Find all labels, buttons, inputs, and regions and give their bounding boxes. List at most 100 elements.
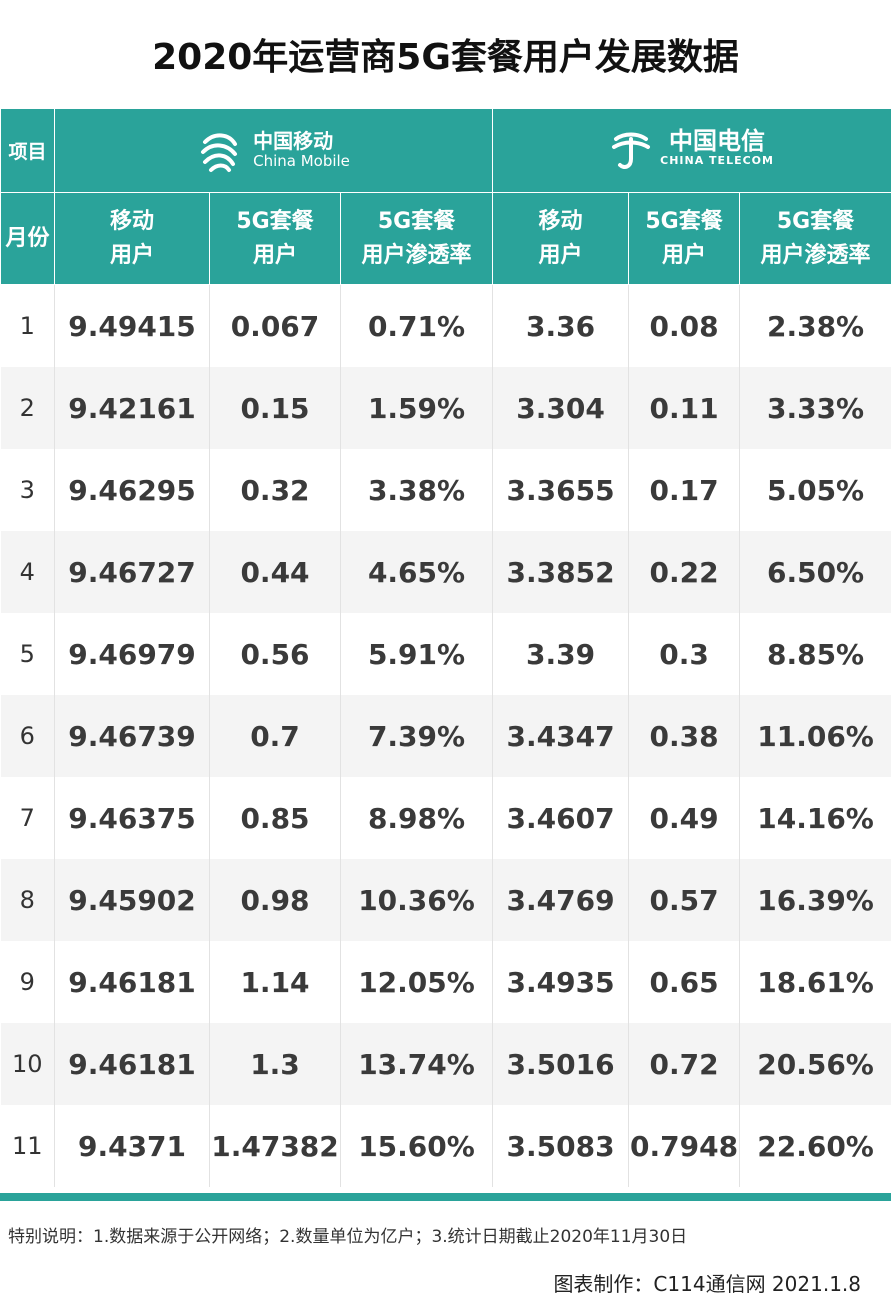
- value-cell: 1.3: [209, 1023, 341, 1105]
- value-cell: 0.44: [209, 531, 341, 613]
- bottom-divider: [0, 1193, 891, 1201]
- china-mobile-logo-icon: [201, 133, 238, 172]
- value-cell: 2.38%: [739, 284, 891, 367]
- value-cell: 0.3: [628, 613, 741, 695]
- value-cell: 4.65%: [340, 531, 494, 613]
- table-row: 5 9.46979 0.56 5.91% 3.39 0.3 8.85%: [0, 613, 891, 695]
- table-row: 4 9.46727 0.44 4.65% 3.3852 0.22 6.50%: [0, 531, 891, 613]
- china-mobile-en: China Mobile: [253, 151, 350, 170]
- value-cell: 7.39%: [340, 695, 494, 777]
- value-cell: 0.98: [209, 859, 341, 941]
- value-cell: 3.4607: [492, 777, 630, 859]
- value-cell: 3.4935: [492, 941, 630, 1023]
- value-cell: 9.42161: [54, 367, 210, 449]
- data-table: 项目 中国移动 China Mobile: [0, 108, 891, 1187]
- column-header: 5G套餐 用户: [628, 192, 741, 285]
- column-header: 5G套餐 用户渗透率: [339, 192, 494, 285]
- value-cell: 0.7: [209, 695, 341, 777]
- value-cell: 3.39: [492, 613, 630, 695]
- china-mobile-cn: 中国移动: [253, 128, 334, 153]
- value-cell: 3.3852: [492, 531, 630, 613]
- value-cell: 3.3655: [492, 449, 630, 531]
- value-cell: 9.46375: [54, 777, 210, 859]
- month-cell: 2: [0, 367, 55, 449]
- value-cell: 0.57: [628, 859, 741, 941]
- value-cell: 1.59%: [340, 367, 494, 449]
- value-cell: 0.15: [209, 367, 341, 449]
- value-cell: 3.4347: [492, 695, 630, 777]
- table-row: 2 9.42161 0.15 1.59% 3.304 0.11 3.33%: [0, 367, 891, 449]
- month-cell: 8: [0, 859, 55, 941]
- value-cell: 0.32: [209, 449, 341, 531]
- china-telecom-cn: 中国电信: [669, 125, 766, 155]
- china-mobile-header: 中国移动 China Mobile: [53, 108, 494, 193]
- table-body: 1 9.49415 0.067 0.71% 3.36 0.08 2.38% 2 9.42161 0…: [0, 284, 891, 1187]
- value-cell: 9.46727: [54, 531, 210, 613]
- value-cell: 18.61%: [739, 941, 891, 1023]
- column-header: 移动 用户: [54, 192, 210, 285]
- column-header: 5G套餐 用户渗透率: [739, 192, 891, 285]
- month-cell: 1: [0, 284, 55, 367]
- value-cell: 3.5016: [492, 1023, 630, 1105]
- table-row: 1 9.49415 0.067 0.71% 3.36 0.08 2.38%: [0, 284, 891, 367]
- value-cell: 11.06%: [739, 695, 891, 777]
- value-cell: 0.72: [628, 1023, 741, 1105]
- china-telecom-header: 中国电信 CHINA TELECOM: [492, 108, 891, 193]
- month-header: 月份: [0, 192, 55, 285]
- value-cell: 1.47382: [209, 1105, 341, 1187]
- table-row: 3 9.46295 0.32 3.38% 3.3655 0.17 5.05%: [0, 449, 891, 531]
- value-cell: 1.14: [209, 941, 341, 1023]
- credit-line: 图表制作：C114通信网 2021.1.8: [553, 1272, 861, 1296]
- item-header: 项目: [0, 108, 55, 193]
- footnote: 特别说明：1.数据来源于公开网络；2.数量单位为亿户；3.统计日期截止2020年…: [8, 1227, 688, 1247]
- value-cell: 20.56%: [739, 1023, 891, 1105]
- value-cell: 3.38%: [340, 449, 494, 531]
- month-cell: 6: [0, 695, 55, 777]
- value-cell: 9.46181: [54, 1023, 210, 1105]
- value-cell: 0.11: [628, 367, 741, 449]
- value-cell: 12.05%: [340, 941, 494, 1023]
- value-cell: 22.60%: [739, 1105, 891, 1187]
- value-cell: 14.16%: [739, 777, 891, 859]
- value-cell: 3.304: [492, 367, 630, 449]
- value-cell: 0.71%: [340, 284, 494, 367]
- month-cell: 7: [0, 777, 55, 859]
- month-cell: 9: [0, 941, 55, 1023]
- value-cell: 3.5083: [492, 1105, 630, 1187]
- month-cell: 3: [0, 449, 55, 531]
- month-cell: 11: [0, 1105, 55, 1187]
- value-cell: 0.7948: [628, 1105, 741, 1187]
- value-cell: 0.85: [209, 777, 341, 859]
- china-telecom-en: CHINA TELECOM: [660, 153, 774, 167]
- value-cell: 9.46979: [54, 613, 210, 695]
- month-cell: 4: [0, 531, 55, 613]
- value-cell: 9.49415: [54, 284, 210, 367]
- table-row: 6 9.46739 0.7 7.39% 3.4347 0.38 11.06%: [0, 695, 891, 777]
- value-cell: 9.46739: [54, 695, 210, 777]
- column-header: 移动 用户: [492, 192, 630, 285]
- value-cell: 3.36: [492, 284, 630, 367]
- column-header: 5G套餐 用户: [209, 192, 341, 285]
- month-cell: 10: [0, 1023, 55, 1105]
- value-cell: 15.60%: [340, 1105, 494, 1187]
- value-cell: 8.85%: [739, 613, 891, 695]
- month-cell: 5: [0, 613, 55, 695]
- value-cell: 10.36%: [340, 859, 494, 941]
- table-row: 10 9.46181 1.3 13.74% 3.5016 0.72 20.56%: [0, 1023, 891, 1105]
- table-row: 8 9.45902 0.98 10.36% 3.4769 0.57 16.39%: [0, 859, 891, 941]
- value-cell: 3.4769: [492, 859, 630, 941]
- page-title: 2020年运营商5G套餐用户发展数据: [152, 37, 739, 78]
- value-cell: 0.067: [209, 284, 341, 367]
- table-row: 9 9.46181 1.14 12.05% 3.4935 0.65 18.61%: [0, 941, 891, 1023]
- value-cell: 0.17: [628, 449, 741, 531]
- china-telecom-logo-icon: [612, 132, 651, 169]
- value-cell: 0.56: [209, 613, 341, 695]
- value-cell: 16.39%: [739, 859, 891, 941]
- value-cell: 5.91%: [340, 613, 494, 695]
- value-cell: 0.22: [628, 531, 741, 613]
- value-cell: 3.33%: [739, 367, 891, 449]
- value-cell: 9.46295: [54, 449, 210, 531]
- value-cell: 6.50%: [739, 531, 891, 613]
- value-cell: 0.08: [628, 284, 741, 367]
- value-cell: 13.74%: [340, 1023, 494, 1105]
